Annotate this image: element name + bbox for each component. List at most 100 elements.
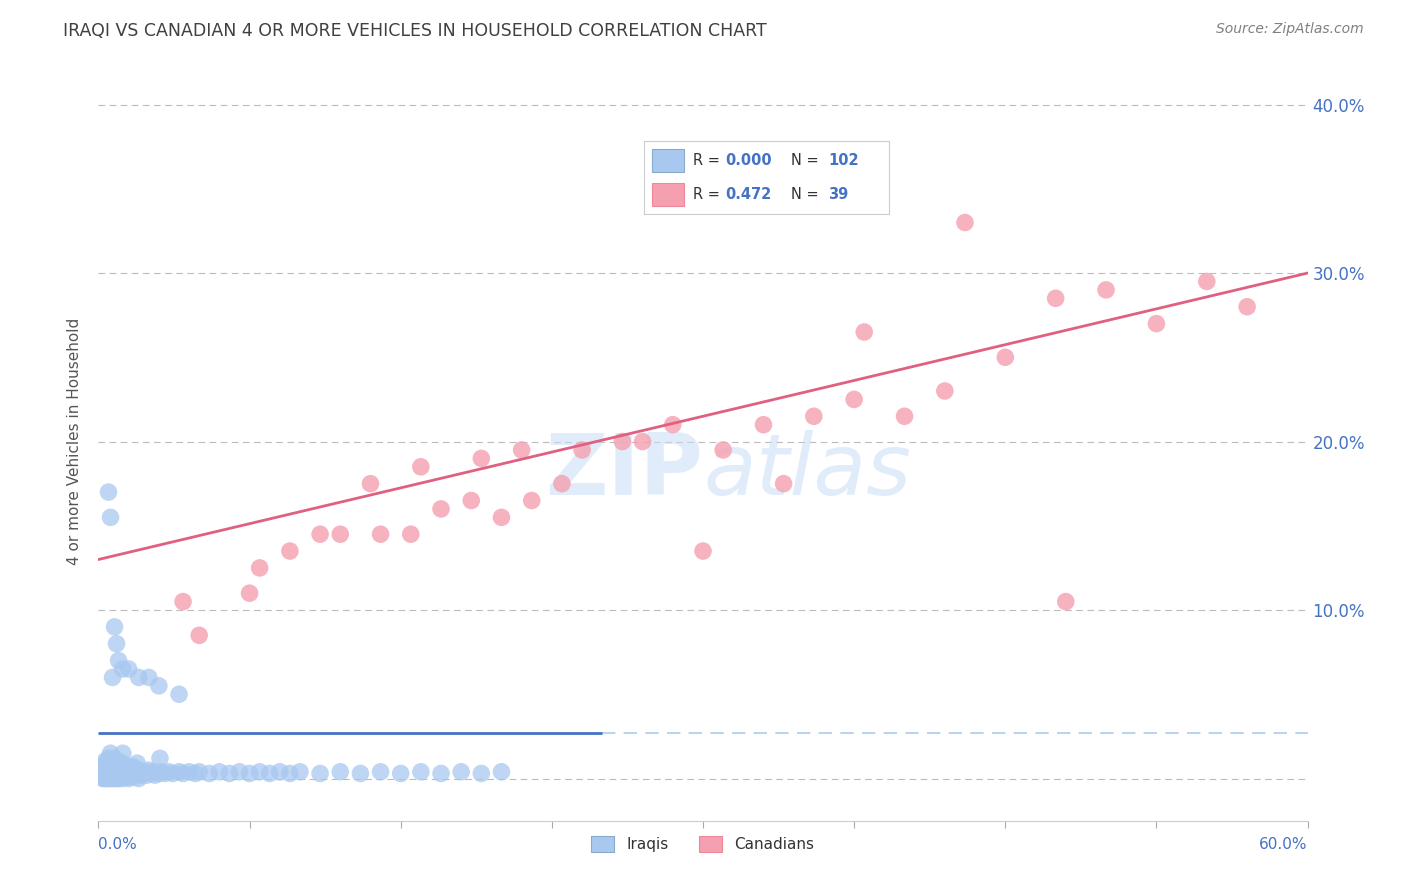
Point [612, 434, 634, 449]
Point [360, 476, 382, 491]
Text: 102: 102 [828, 153, 859, 169]
Point [103, 620, 125, 634]
Point [93, 755, 115, 769]
Point [91, 763, 114, 777]
Point [128, 772, 150, 786]
Point [450, 764, 472, 779]
Point [101, 772, 124, 786]
Point [198, 766, 221, 780]
Point [249, 561, 271, 575]
Point [96, 764, 118, 779]
Point [1054, 594, 1077, 608]
Point [96, 772, 118, 786]
Point [228, 764, 250, 779]
Point [100, 770, 122, 784]
Point [162, 766, 184, 780]
Point [278, 544, 301, 558]
Point [893, 409, 915, 424]
Point [470, 451, 492, 466]
Point [120, 761, 142, 775]
Text: 39: 39 [828, 186, 848, 202]
Point [370, 764, 392, 779]
Point [120, 770, 142, 784]
Text: 0.472: 0.472 [725, 186, 772, 202]
Point [111, 772, 134, 786]
Point [129, 768, 152, 782]
Point [157, 764, 180, 779]
Point [128, 670, 150, 684]
Point [108, 764, 131, 779]
Point [105, 758, 128, 772]
Text: N =: N = [792, 153, 820, 169]
Point [551, 476, 574, 491]
Point [105, 637, 128, 651]
Point [111, 764, 134, 779]
Point [107, 755, 129, 769]
Point [97, 768, 120, 782]
Point [103, 760, 125, 774]
Point [139, 766, 162, 780]
Point [100, 510, 122, 524]
Text: 60.0%: 60.0% [1260, 838, 1308, 853]
Point [172, 594, 194, 608]
Point [97, 772, 120, 786]
Point [491, 764, 513, 779]
Point [100, 768, 122, 782]
Text: 0.0%: 0.0% [98, 838, 138, 853]
Point [138, 763, 160, 777]
Point [803, 409, 825, 424]
Point [128, 763, 150, 777]
Point [118, 772, 141, 786]
Point [752, 417, 775, 432]
Point [153, 766, 176, 780]
Point [167, 687, 190, 701]
Point [329, 527, 352, 541]
Point [138, 670, 160, 684]
Point [994, 351, 1017, 365]
Point [135, 768, 157, 782]
Point [93, 762, 115, 776]
Point [98, 766, 121, 780]
Point [460, 493, 482, 508]
Point [101, 761, 124, 775]
Point [188, 628, 211, 642]
Point [107, 766, 129, 780]
Point [520, 493, 543, 508]
Point [172, 766, 194, 780]
Point [329, 764, 352, 779]
Text: N =: N = [792, 186, 820, 202]
Point [167, 764, 190, 779]
Point [218, 766, 240, 780]
Point [97, 769, 120, 783]
Point [491, 510, 513, 524]
Point [409, 459, 432, 474]
Point [188, 764, 211, 779]
Point [370, 527, 392, 541]
Text: IRAQI VS CANADIAN 4 OR MORE VEHICLES IN HOUSEHOLD CORRELATION CHART: IRAQI VS CANADIAN 4 OR MORE VEHICLES IN … [63, 22, 768, 40]
Point [101, 755, 124, 769]
Point [132, 766, 155, 780]
Point [399, 527, 422, 541]
Point [121, 760, 143, 774]
Point [148, 679, 170, 693]
Point [1195, 275, 1218, 289]
Legend: Iraqis, Canadians: Iraqis, Canadians [585, 830, 821, 858]
Point [1146, 317, 1168, 331]
Point [772, 476, 794, 491]
Point [239, 766, 262, 780]
Point [278, 766, 301, 780]
Point [430, 502, 453, 516]
Point [105, 764, 128, 779]
Point [118, 763, 141, 777]
Point [208, 764, 231, 779]
Y-axis label: 4 or more Vehicles in Household: 4 or more Vehicles in Household [67, 318, 83, 566]
Point [1045, 291, 1067, 305]
Bar [651, 183, 683, 206]
Point [124, 761, 146, 775]
Point [98, 765, 121, 780]
Point [110, 763, 132, 777]
Point [97, 485, 120, 500]
Point [389, 766, 412, 780]
Point [114, 760, 136, 774]
Point [125, 766, 148, 780]
